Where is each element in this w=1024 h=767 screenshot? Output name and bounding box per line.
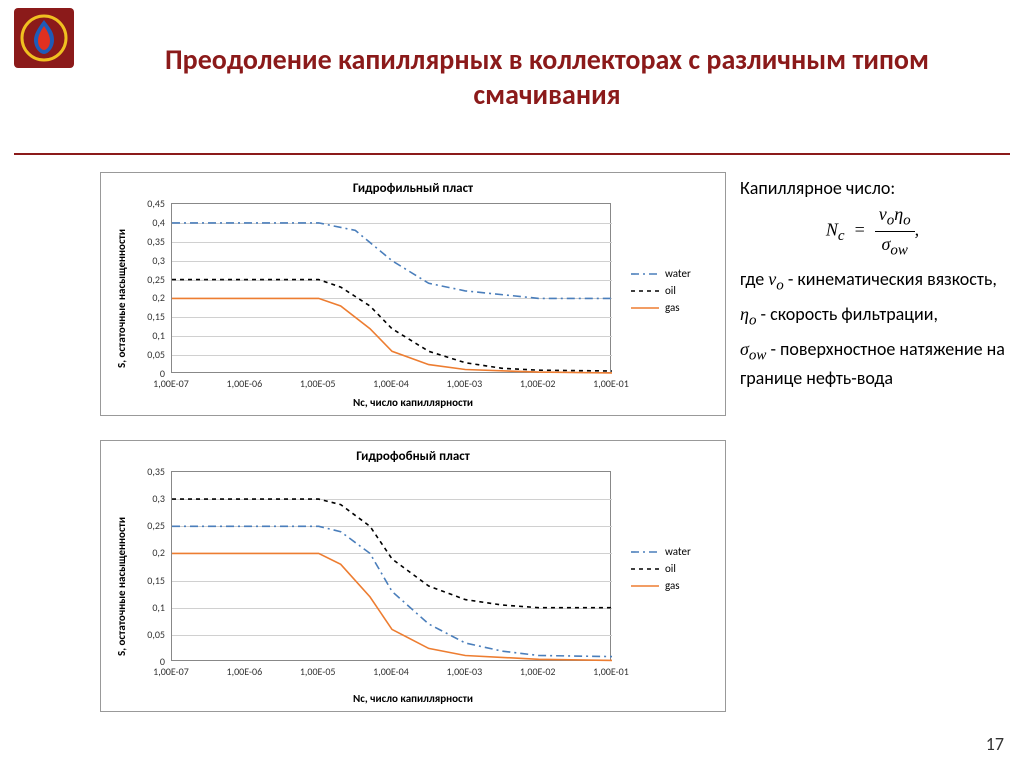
- chart2-plot-area: [171, 471, 611, 661]
- legend-item: oil: [631, 562, 691, 575]
- legend-item: gas: [631, 301, 691, 314]
- chart1-legend: water oil gas: [631, 263, 691, 318]
- flame-icon: [20, 14, 68, 62]
- legend-label: water: [665, 545, 691, 558]
- y-tick-label: 0,15: [131, 310, 165, 323]
- x-tick-label: 1,00E-06: [216, 377, 272, 390]
- y-tick-label: 0,3: [131, 254, 165, 267]
- chart-svg: [172, 472, 612, 662]
- x-tick-label: 1,00E-01: [583, 665, 639, 678]
- y-tick-label: 0,4: [131, 216, 165, 229]
- y-tick-label: 0,25: [131, 519, 165, 532]
- x-tick-label: 1,00E-05: [290, 377, 346, 390]
- x-tick-label: 1,00E-07: [143, 665, 199, 678]
- chart-svg: [172, 204, 612, 374]
- x-tick-label: 1,00E-02: [510, 665, 566, 678]
- y-tick-label: 0,1: [131, 329, 165, 342]
- legend-item: oil: [631, 284, 691, 297]
- legend-item: water: [631, 545, 691, 558]
- legend-swatch-icon: [631, 268, 659, 280]
- y-tick-label: 0,3: [131, 492, 165, 505]
- x-tick-label: 1,00E-06: [216, 665, 272, 678]
- y-tick-label: 0,25: [131, 273, 165, 286]
- legend-item: water: [631, 267, 691, 280]
- y-tick-label: 0,2: [131, 291, 165, 304]
- x-tick-label: 1,00E-03: [436, 377, 492, 390]
- slide-title: Преодоление капиллярных в коллекторах с …: [90, 42, 1004, 112]
- y-tick-label: 0,2: [131, 546, 165, 559]
- series-water: [172, 526, 612, 656]
- legend-item: gas: [631, 579, 691, 592]
- series-water: [172, 223, 612, 299]
- chart-hydrophilic: Гидрофильный пласт S, остаточные насыщен…: [100, 172, 726, 416]
- legend-swatch-icon: [631, 563, 659, 575]
- title-divider: [14, 153, 1010, 155]
- legend-label: gas: [665, 579, 680, 592]
- chart1-ylabel: S, остаточные насыщенности: [115, 229, 128, 368]
- x-tick-label: 1,00E-05: [290, 665, 346, 678]
- x-tick-label: 1,00E-07: [143, 377, 199, 390]
- x-tick-label: 1,00E-01: [583, 377, 639, 390]
- x-tick-label: 1,00E-02: [510, 377, 566, 390]
- x-tick-label: 1,00E-04: [363, 377, 419, 390]
- where-eta: ηo - скорость фильтрации,: [740, 302, 1005, 331]
- x-tick-label: 1,00E-03: [436, 665, 492, 678]
- chart1-plot-area: [171, 203, 611, 373]
- y-tick-label: 0,45: [131, 197, 165, 210]
- capillary-formula: Nc = voηo σow ,: [740, 202, 1005, 261]
- legend-label: oil: [665, 562, 676, 575]
- chart2-ylabel: S, остаточные насыщенности: [115, 517, 128, 656]
- chart2-xlabel: Nс, число капиллярности: [101, 692, 725, 705]
- legend-swatch-icon: [631, 580, 659, 592]
- legend-label: water: [665, 267, 691, 280]
- series-oil: [172, 280, 612, 371]
- where-sigma: σow - поверхностное натяжение на границе…: [740, 337, 1005, 390]
- where-v: где vo - кинематическия вязкость,: [740, 267, 1005, 296]
- chart1-xlabel: Nс, число капиллярности: [101, 396, 725, 409]
- legend-swatch-icon: [631, 302, 659, 314]
- series-gas: [172, 298, 612, 373]
- chart1-title: Гидрофильный пласт: [101, 181, 725, 196]
- y-tick-label: 0,35: [131, 465, 165, 478]
- legend-label: oil: [665, 284, 676, 297]
- page-number: 17: [986, 733, 1004, 755]
- chart2-title: Гидрофобный пласт: [101, 449, 725, 464]
- legend-label: gas: [665, 301, 680, 314]
- x-tick-label: 1,00E-04: [363, 665, 419, 678]
- y-tick-label: 0,05: [131, 628, 165, 641]
- chart2-legend: water oil gas: [631, 541, 691, 596]
- y-tick-label: 0,05: [131, 348, 165, 361]
- y-tick-label: 0,1: [131, 601, 165, 614]
- legend-swatch-icon: [631, 546, 659, 558]
- y-tick-label: 0,15: [131, 574, 165, 587]
- formula-panel: Капиллярное число: Nc = voηo σow , где v…: [740, 176, 1005, 390]
- capillary-heading: Капиллярное число:: [740, 176, 1005, 200]
- logo: [14, 8, 74, 68]
- y-tick-label: 0,35: [131, 235, 165, 248]
- legend-swatch-icon: [631, 285, 659, 297]
- chart-hydrophobic: Гидрофобный пласт S, остаточные насыщенн…: [100, 440, 726, 712]
